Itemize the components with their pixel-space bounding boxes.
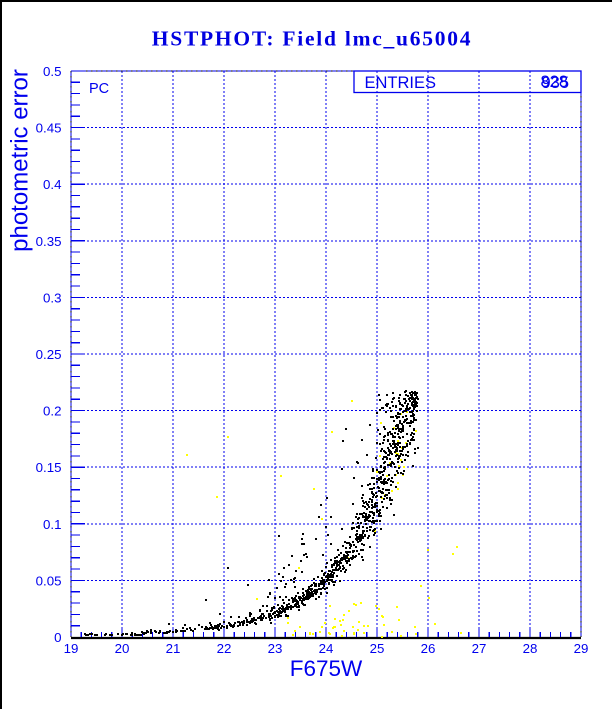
svg-text:0.05: 0.05 — [36, 573, 62, 588]
svg-text:0: 0 — [54, 630, 61, 645]
svg-text:24: 24 — [319, 641, 334, 656]
svg-text:0.15: 0.15 — [36, 460, 62, 475]
svg-text:21: 21 — [166, 641, 181, 656]
svg-text:0.45: 0.45 — [36, 121, 62, 136]
svg-text:0.1: 0.1 — [43, 517, 62, 532]
svg-text:0.35: 0.35 — [36, 234, 62, 249]
svg-text:0.3: 0.3 — [43, 290, 62, 305]
svg-text:F675W: F675W — [290, 656, 363, 681]
svg-text:HSTPHOT: Field lmc_u65004: HSTPHOT: Field lmc_u65004 — [152, 27, 472, 51]
svg-text:23: 23 — [268, 641, 283, 656]
svg-text:0.4: 0.4 — [43, 177, 62, 192]
svg-text:22: 22 — [217, 641, 232, 656]
svg-text:photometric error: photometric error — [7, 69, 34, 252]
svg-text:0.25: 0.25 — [36, 347, 62, 362]
svg-text:26: 26 — [421, 641, 436, 656]
svg-text:828: 828 — [540, 73, 568, 91]
svg-text:0.5: 0.5 — [43, 64, 62, 79]
svg-text:PC: PC — [89, 81, 109, 97]
svg-text:25: 25 — [370, 641, 385, 656]
svg-text:935: 935 — [541, 74, 569, 92]
svg-text:29: 29 — [574, 641, 589, 656]
svg-text:20: 20 — [115, 641, 130, 656]
svg-text:19: 19 — [64, 641, 79, 656]
svg-text:27: 27 — [472, 641, 487, 656]
svg-text:0.2: 0.2 — [43, 404, 62, 419]
svg-text:28: 28 — [523, 641, 538, 656]
svg-text:ENTRIES: ENTRIES — [365, 74, 437, 92]
